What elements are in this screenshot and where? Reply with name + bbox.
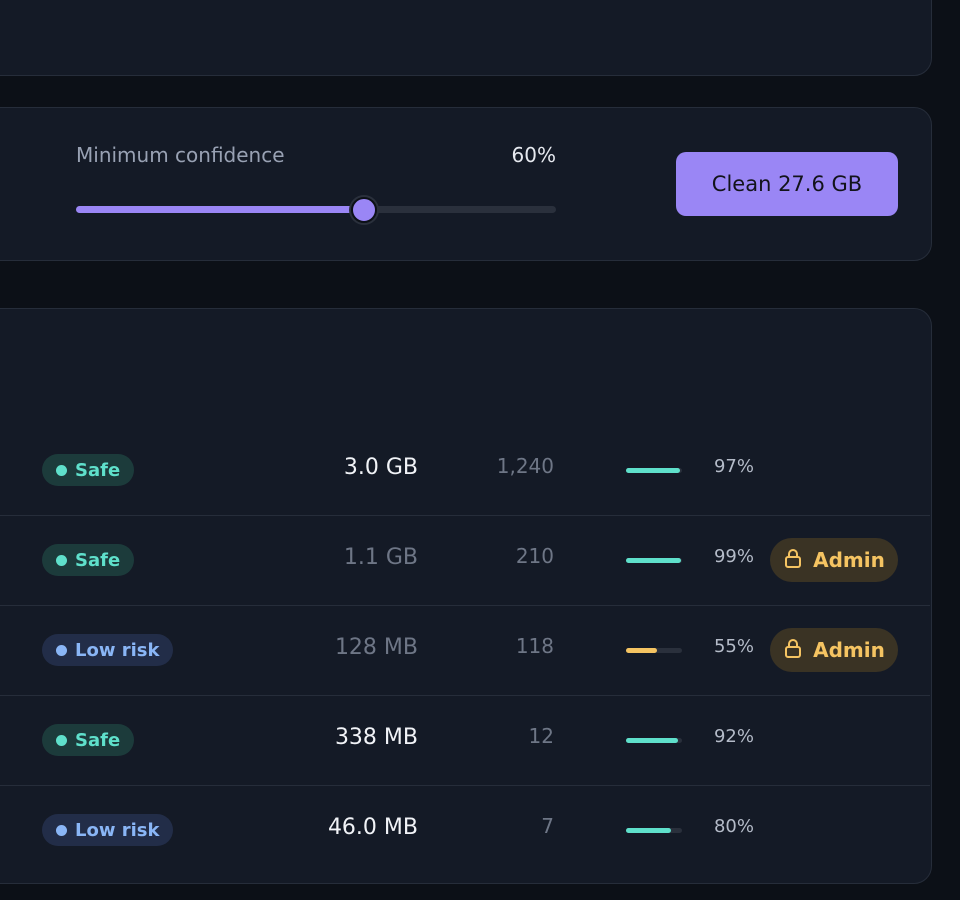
min-confidence-value: 60% bbox=[511, 143, 556, 167]
min-confidence-label: Minimum confidence bbox=[76, 143, 285, 167]
risk-label: Safe bbox=[75, 549, 121, 571]
file-count: 1,240 bbox=[496, 454, 554, 478]
confidence-value: 92% bbox=[713, 726, 754, 747]
file-count: 118 bbox=[515, 634, 554, 658]
confidence-value: 55% bbox=[713, 636, 754, 657]
confidence-bar bbox=[626, 648, 682, 653]
risk-label: Safe bbox=[75, 729, 121, 751]
summary-card bbox=[0, 0, 932, 76]
risk-badge: Safe bbox=[42, 724, 135, 756]
admin-badge: Admin bbox=[770, 628, 898, 672]
status-dot-icon bbox=[56, 464, 67, 476]
confidence-value: 80% bbox=[713, 816, 754, 837]
confidence-bar bbox=[626, 738, 682, 743]
table-row[interactable]: Safe 338 MB 12 92% bbox=[0, 695, 930, 785]
table-row[interactable]: Low risk 128 MB 118 55% Admin bbox=[0, 605, 930, 695]
status-dot-icon bbox=[56, 644, 67, 656]
size-value: 128 MB bbox=[334, 635, 418, 660]
row-divider bbox=[0, 605, 930, 606]
confidence-bar-fill bbox=[626, 468, 681, 473]
risk-badge: Safe bbox=[42, 454, 135, 486]
slider-thumb[interactable] bbox=[351, 196, 377, 223]
admin-badge: Admin bbox=[770, 538, 898, 582]
confidence-bar-fill bbox=[626, 558, 682, 563]
size-value: 3.0 GB bbox=[343, 455, 418, 480]
size-value: 1.1 GB bbox=[343, 545, 418, 570]
admin-label: Admin bbox=[813, 638, 885, 662]
status-dot-icon bbox=[56, 734, 67, 746]
size-value: 338 MB bbox=[334, 725, 418, 750]
confidence-bar-fill bbox=[626, 828, 671, 833]
table-row[interactable]: Safe 3.0 GB 1,240 97% bbox=[0, 425, 930, 515]
lock-icon bbox=[783, 547, 803, 574]
clean-button[interactable]: Clean 27.6 GB bbox=[676, 152, 898, 216]
row-divider bbox=[0, 785, 930, 786]
row-divider bbox=[0, 695, 930, 696]
confidence-value: 99% bbox=[713, 546, 754, 567]
min-confidence-slider[interactable] bbox=[76, 196, 556, 223]
row-divider bbox=[0, 515, 930, 516]
admin-label: Admin bbox=[813, 548, 885, 572]
status-dot-icon bbox=[56, 824, 67, 836]
status-dot-icon bbox=[56, 554, 67, 566]
file-count: 12 bbox=[528, 724, 554, 748]
lock-icon bbox=[783, 637, 803, 664]
confidence-bar-fill bbox=[626, 648, 657, 653]
confidence-bar bbox=[626, 468, 682, 473]
risk-label: Low risk bbox=[75, 639, 160, 661]
risk-badge: Safe bbox=[42, 544, 135, 576]
risk-label: Low risk bbox=[75, 819, 160, 841]
confidence-bar bbox=[626, 558, 682, 563]
confidence-bar-fill bbox=[626, 738, 678, 743]
risk-badge: Low risk bbox=[42, 814, 174, 846]
slider-fill bbox=[76, 206, 364, 213]
size-value: 46.0 MB bbox=[327, 815, 418, 840]
file-count: 210 bbox=[515, 544, 554, 568]
risk-label: Safe bbox=[75, 459, 121, 481]
risk-badge: Low risk bbox=[42, 634, 174, 666]
file-count: 7 bbox=[541, 814, 554, 838]
results-table-card bbox=[0, 308, 932, 884]
table-row[interactable]: Safe 1.1 GB 210 99% Admin bbox=[0, 515, 930, 605]
confidence-bar bbox=[626, 828, 682, 833]
confidence-value: 97% bbox=[713, 456, 754, 477]
table-row[interactable]: Low risk 46.0 MB 7 80% bbox=[0, 785, 930, 875]
